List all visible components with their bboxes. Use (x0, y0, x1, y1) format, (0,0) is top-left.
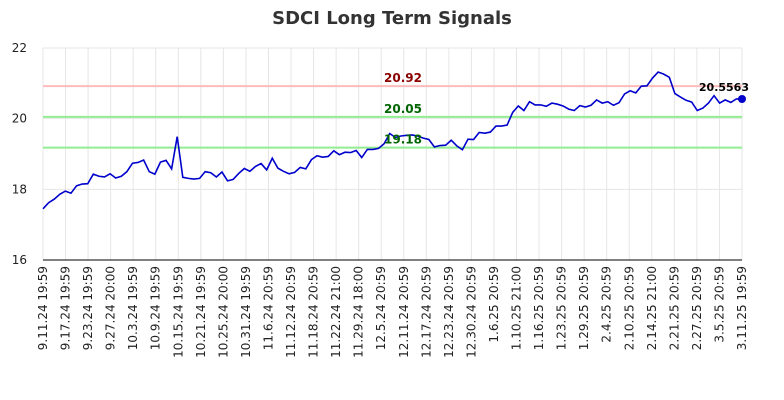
x-tick-label: 10.3.24 19:59 (126, 266, 140, 350)
x-tick-label: 2.21.25 20:59 (667, 266, 681, 350)
x-tick-label: 2.10.25 20:59 (622, 266, 636, 350)
x-tick-label: 9.11.24 19:59 (36, 266, 50, 350)
x-tick-label: 1.6.25 20:59 (487, 266, 501, 343)
last-point-marker (738, 95, 746, 104)
x-tick-label: 12.30.24 20:59 (464, 266, 478, 358)
x-tick-label: 10.25.24 20:00 (216, 266, 230, 358)
chart-title: SDCI Long Term Signals (272, 8, 512, 29)
x-tick-label: 12.17.24 20:59 (419, 266, 433, 358)
y-tick-label: 20 (12, 112, 27, 126)
x-tick-label: 1.10.25 21:00 (510, 266, 524, 350)
x-tick-label: 1.16.25 20:59 (532, 266, 546, 350)
x-tick-label: 10.9.24 19:59 (149, 266, 163, 350)
x-tick-label: 9.17.24 19:59 (59, 266, 73, 350)
x-tick-label: 11.22.24 21:00 (329, 266, 343, 358)
x-tick-label: 11.6.24 20:59 (261, 266, 275, 350)
signal-label: 20.05 (384, 102, 422, 116)
last-value-label: 20.5563 (699, 81, 749, 94)
x-tick-label: 9.27.24 20:00 (104, 266, 118, 350)
x-tick-label: 11.29.24 18:00 (352, 266, 366, 358)
x-tick-label: 10.15.24 19:59 (171, 266, 185, 358)
price-series-line (42, 71, 743, 210)
x-tick-label: 2.27.25 20:59 (690, 266, 704, 350)
x-tick-label: 1.23.25 20:59 (555, 266, 569, 350)
x-tick-label: 2.4.25 20:59 (600, 266, 614, 343)
x-tick-label: 11.12.24 20:59 (284, 266, 298, 358)
y-tick-label: 18 (12, 182, 27, 196)
x-tick-label: 3.5.25 20:59 (712, 266, 726, 343)
x-tick-label: 10.21.24 19:59 (194, 266, 208, 358)
x-tick-label: 12.5.24 20:59 (374, 266, 388, 350)
x-tick-label: 3.11.25 19:59 (735, 266, 749, 350)
signal-label: 20.92 (384, 71, 422, 85)
x-tick-label: 2.14.25 21:00 (645, 266, 659, 350)
x-tick-label: 12.23.24 20:59 (442, 266, 456, 358)
x-tick-label: 1.29.25 20:59 (577, 266, 591, 350)
x-tick-label: 10.31.24 19:59 (239, 266, 253, 358)
y-tick-label: 16 (12, 253, 27, 267)
y-tick-label: 22 (12, 41, 27, 55)
x-tick-label: 9.23.24 19:59 (81, 266, 95, 350)
x-tick-label: 11.18.24 20:59 (307, 266, 321, 358)
signal-label: 19.18 (384, 133, 422, 147)
x-tick-label: 12.11.24 20:59 (397, 266, 411, 358)
